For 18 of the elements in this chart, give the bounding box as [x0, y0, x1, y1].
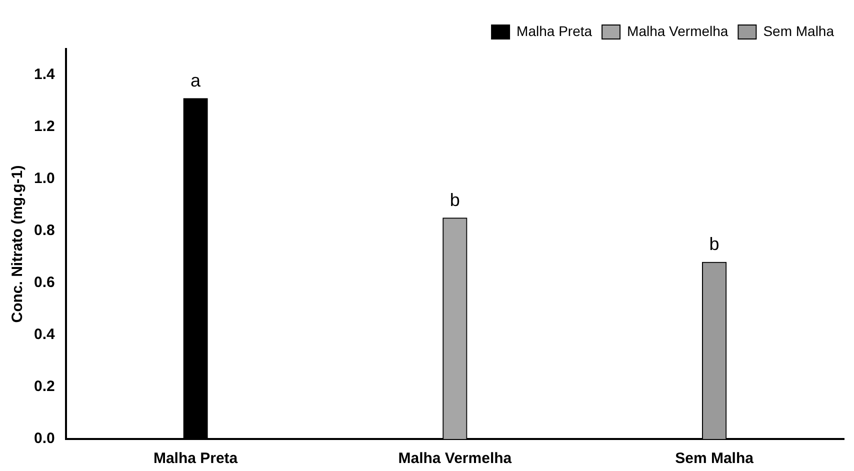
annotation: b: [450, 190, 460, 210]
annotation: b: [709, 234, 720, 254]
y-tick-label: 1.0: [34, 170, 55, 188]
legend-label: Malha Preta: [516, 22, 592, 39]
y-tick-label: 0.8: [34, 222, 55, 240]
x-tick-label: Sem Malha: [675, 450, 754, 468]
y-tick-label: 0.2: [34, 378, 55, 396]
x-tick-label: Malha Vermelha: [398, 450, 512, 468]
y-axis-title: Conc. Nitrato (mg.g-1): [9, 165, 26, 323]
y-tick-label: 0.6: [34, 274, 55, 292]
y-tick-label: 1.4: [34, 66, 56, 84]
legend-label: Sem Malha: [763, 22, 834, 39]
x-tick-label: Malha Preta: [153, 450, 238, 468]
y-tick-label: 1.2: [34, 118, 55, 136]
annotation: a: [190, 70, 202, 90]
legend-label: Malha Vermelha: [627, 22, 728, 39]
y-tick-label: 0.4: [34, 326, 56, 344]
y-tick-label: 0.0: [34, 430, 55, 448]
